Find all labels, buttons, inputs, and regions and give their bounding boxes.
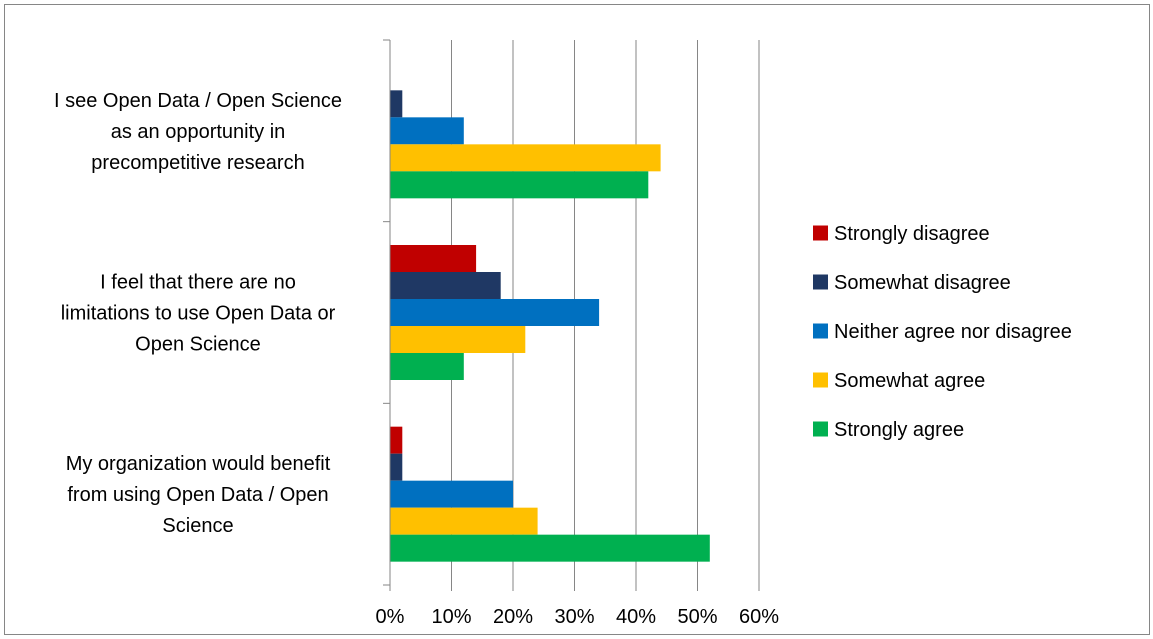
bar-neither-agree-nor-disagree-cat1 <box>390 117 464 145</box>
legend-label: Strongly agree <box>834 419 964 441</box>
chart-svg: I see Open Data / Open Science as an oppo… <box>54 39 1072 628</box>
x-tick-label: 0% <box>376 606 405 628</box>
x-tick-labels: 0% 10% 20% 30% 40% 50% 60% <box>376 606 780 628</box>
bar-somewhat-disagree-cat1 <box>390 90 403 118</box>
bar-somewhat-agree-cat1 <box>390 144 661 172</box>
category-label-line: I feel that there are no <box>100 272 296 294</box>
bar-strongly-disagree-cat3 <box>390 426 403 454</box>
bar-strongly-agree-cat3 <box>390 534 710 562</box>
category-labels: I see Open Data / Open Science as an oppo… <box>54 90 342 537</box>
legend-label: Strongly disagree <box>834 223 990 245</box>
bar-strongly-agree-cat1 <box>390 171 649 199</box>
bar-strongly-agree-cat2 <box>390 353 464 380</box>
category-label-line: limitations to use Open Data or <box>61 303 336 325</box>
axis <box>383 39 760 591</box>
bar-somewhat-disagree-cat3 <box>390 453 403 481</box>
legend-swatch-strongly-agree <box>813 421 828 437</box>
legend: Strongly disagree Somewhat disagree Neithe… <box>813 223 1072 441</box>
x-tick-label: 10% <box>431 606 471 628</box>
bar-somewhat-agree-cat2 <box>390 326 526 353</box>
legend-label: Somewhat agree <box>834 370 985 392</box>
bar-somewhat-agree-cat3 <box>390 507 538 535</box>
category-label-line: I see Open Data / Open Science <box>54 90 342 112</box>
bars <box>390 90 710 562</box>
category-label-line: Science <box>162 515 233 537</box>
category-label-line: precompetitive research <box>91 152 304 174</box>
category-label-line: from using Open Data / Open <box>67 484 328 506</box>
x-tick-label: 50% <box>677 606 717 628</box>
x-tick-label: 20% <box>493 606 533 628</box>
legend-swatch-neither-agree-nor-disagree <box>813 323 828 339</box>
x-tick-label: 30% <box>554 606 594 628</box>
category-label-line: My organization would benefit <box>66 453 331 475</box>
bar-neither-agree-nor-disagree-cat2 <box>390 299 600 326</box>
category-label-line: as an opportunity in <box>111 121 286 143</box>
category-label-line: Open Science <box>135 334 261 356</box>
bar-strongly-disagree-cat2 <box>390 245 477 272</box>
chart-frame: I see Open Data / Open Science as an oppo… <box>4 4 1150 635</box>
legend-swatch-somewhat-agree <box>813 372 828 388</box>
legend-label: Neither agree nor disagree <box>834 321 1072 343</box>
legend-swatch-strongly-disagree <box>813 225 828 241</box>
x-tick-label: 40% <box>616 606 656 628</box>
x-tick-label: 60% <box>739 606 779 628</box>
bar-neither-agree-nor-disagree-cat3 <box>390 480 513 508</box>
bar-somewhat-disagree-cat2 <box>390 272 501 299</box>
legend-swatch-somewhat-disagree <box>813 274 828 290</box>
legend-label: Somewhat disagree <box>834 272 1011 294</box>
